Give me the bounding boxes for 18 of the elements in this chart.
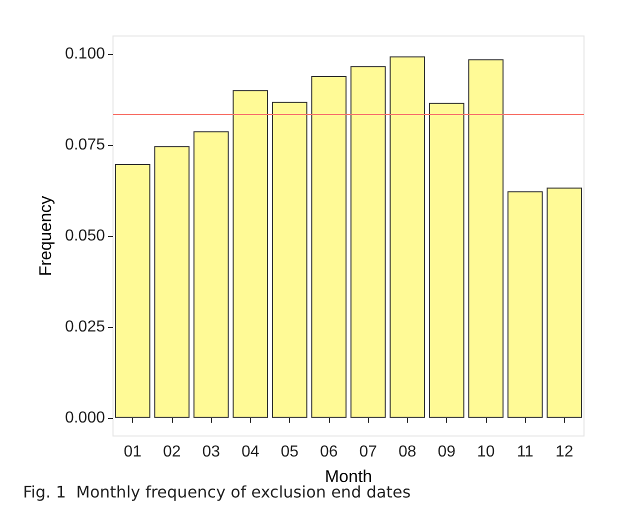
y-axis-title: Frequency <box>36 195 56 276</box>
x-tick-label: 04 <box>241 444 260 460</box>
x-tick-label: 11 <box>516 444 534 460</box>
y-tick-label: 0.050 <box>64 228 106 244</box>
x-tick-label: 09 <box>438 444 456 460</box>
y-tick-label: 0.025 <box>64 318 106 336</box>
x-tick-label: 07 <box>359 444 378 460</box>
y-tick-label: 0.075 <box>64 136 106 154</box>
x-tick-label: 01 <box>124 444 142 460</box>
x-tick-label: 12 <box>555 444 574 460</box>
y-tick-label: 0.000 <box>64 409 106 426</box>
y-tick-label: 0.100 <box>64 46 106 63</box>
x-tick-label: 06 <box>320 444 338 460</box>
x-tick-label: 05 <box>280 444 299 460</box>
x-tick-label: 08 <box>398 444 416 460</box>
x-tick-label: 02 <box>162 444 181 460</box>
x-tick-label: 10 <box>476 444 495 460</box>
x-tick-label: 03 <box>202 444 220 460</box>
